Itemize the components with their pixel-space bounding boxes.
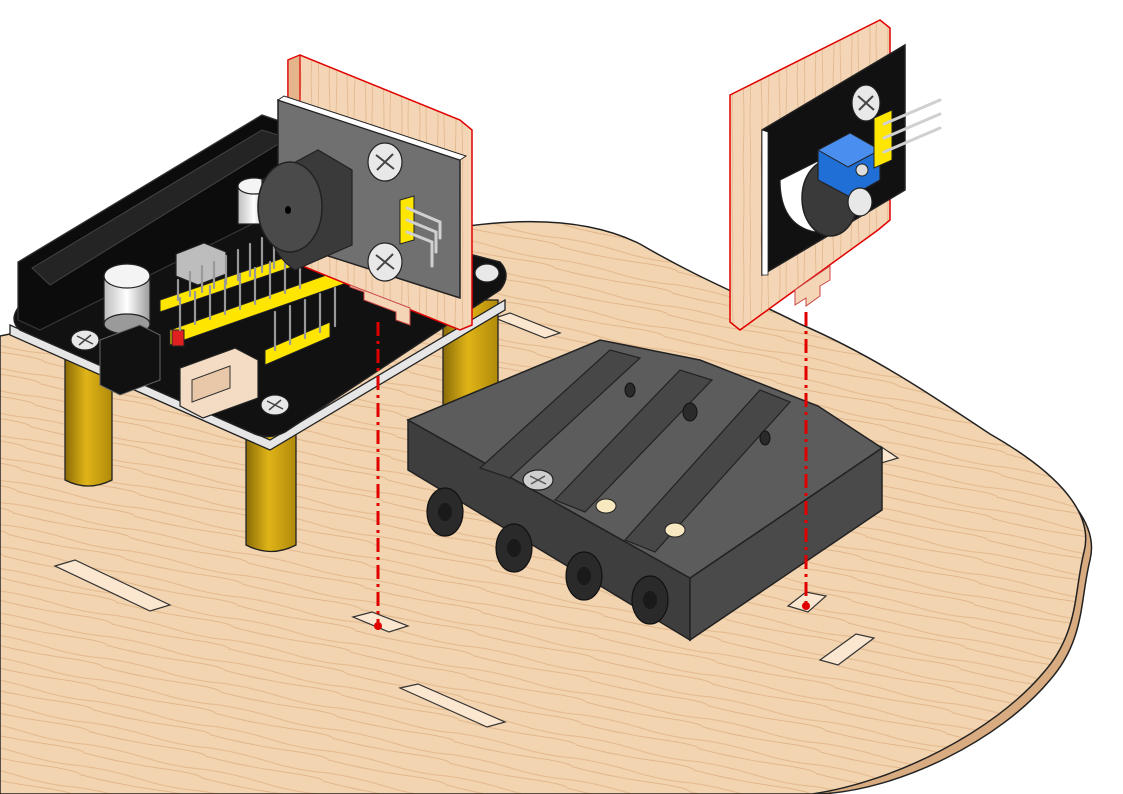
buzzer-module (257, 54, 473, 331)
potentiometer-icon (816, 132, 882, 198)
battery-holder (406, 339, 884, 642)
buzzer-icon (257, 149, 353, 271)
alignment-guide (376, 312, 808, 626)
sound-sensor-module (729, 19, 942, 331)
